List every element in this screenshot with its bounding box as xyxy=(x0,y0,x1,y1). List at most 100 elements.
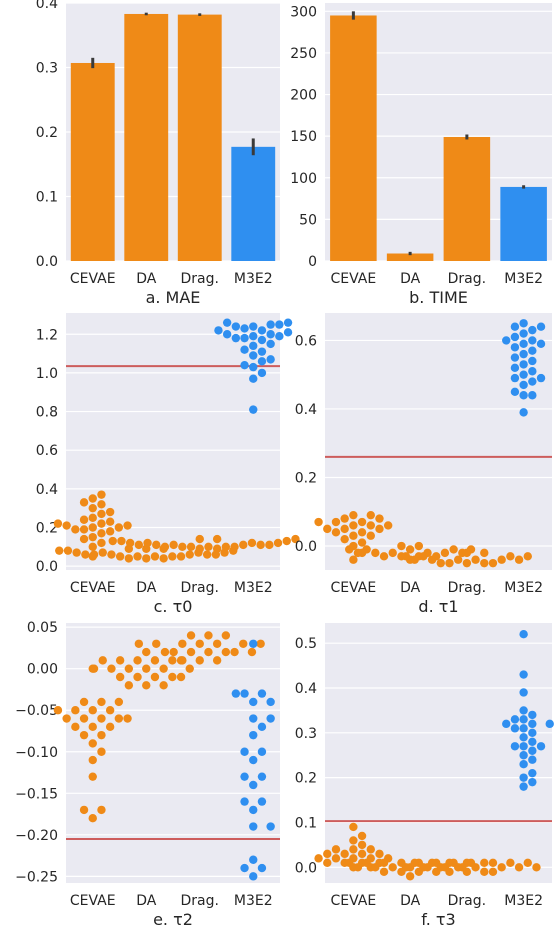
y-tick-label: 200 xyxy=(290,88,317,104)
data-point xyxy=(257,368,267,378)
data-point xyxy=(519,742,528,751)
data-point xyxy=(388,863,397,872)
data-point xyxy=(142,554,151,563)
data-point xyxy=(331,845,341,854)
data-point xyxy=(340,849,349,859)
data-point xyxy=(519,715,528,724)
data-point xyxy=(169,540,178,550)
data-point xyxy=(462,858,472,868)
data-point xyxy=(405,872,415,881)
data-point xyxy=(528,325,537,335)
data-point xyxy=(160,647,170,657)
y-tick-label: 0.2 xyxy=(295,771,317,787)
data-point xyxy=(523,552,532,561)
panel-5: 0.0 0.1 0.2 0.3 0.4 0.5 CEVAE DA Drag. M3E2 f. τ3 xyxy=(295,623,554,929)
data-point xyxy=(510,353,520,362)
data-point xyxy=(222,318,232,327)
data-point xyxy=(168,672,177,682)
y-tick-label: 0.4 xyxy=(36,0,58,12)
data-point xyxy=(528,728,537,738)
data-point xyxy=(397,541,406,551)
data-point xyxy=(97,805,106,815)
data-point xyxy=(249,362,258,372)
data-point xyxy=(514,863,524,872)
x-tick-label: Drag. xyxy=(448,271,486,287)
data-point xyxy=(185,664,194,673)
data-point xyxy=(510,363,520,373)
data-point xyxy=(528,391,537,400)
data-point xyxy=(266,330,275,339)
data-point xyxy=(159,554,168,563)
data-point xyxy=(81,550,90,559)
data-point xyxy=(159,664,168,673)
data-point xyxy=(134,540,144,550)
data-point xyxy=(114,523,124,532)
y-tick-label: 0.6 xyxy=(295,333,317,349)
data-point xyxy=(195,639,204,648)
data-point xyxy=(88,739,97,748)
data-point xyxy=(231,333,241,343)
data-point xyxy=(519,360,528,369)
data-point xyxy=(257,689,267,698)
data-point xyxy=(231,689,241,698)
data-point xyxy=(449,545,458,554)
data-point xyxy=(150,672,160,682)
x-tick-label: DA xyxy=(136,580,157,596)
data-point xyxy=(436,558,445,568)
data-point xyxy=(357,840,367,850)
data-point xyxy=(519,408,528,417)
bar xyxy=(386,253,434,261)
data-point xyxy=(240,345,249,354)
data-point xyxy=(266,822,275,831)
y-tick-label: 0.5 xyxy=(295,636,317,652)
y-tick-label: 150 xyxy=(290,129,317,145)
data-point xyxy=(221,542,231,552)
data-point xyxy=(323,849,332,859)
data-point xyxy=(510,715,520,724)
data-point xyxy=(519,733,528,742)
data-point xyxy=(266,697,275,707)
data-point xyxy=(79,525,89,534)
x-tick-label: DA xyxy=(136,271,157,287)
data-point xyxy=(72,548,81,557)
data-point xyxy=(519,724,528,733)
y-tick-label: 50 xyxy=(299,212,317,228)
data-point xyxy=(427,858,437,868)
data-point xyxy=(89,664,99,673)
data-point xyxy=(440,548,450,558)
bar xyxy=(443,136,491,261)
data-point xyxy=(519,349,528,359)
data-point xyxy=(357,849,367,859)
data-point xyxy=(519,380,528,390)
bar xyxy=(500,186,547,261)
data-point xyxy=(249,331,258,341)
data-point xyxy=(488,858,498,868)
y-tick-label: 0.4 xyxy=(295,681,317,697)
data-point xyxy=(186,647,196,657)
data-point xyxy=(257,747,267,756)
data-point xyxy=(230,542,239,552)
x-tick-label: CEVAE xyxy=(70,580,116,596)
data-point xyxy=(249,322,258,331)
data-point xyxy=(257,797,267,806)
data-point xyxy=(519,339,528,349)
data-point xyxy=(134,639,144,648)
panel-1: 0 50 100 150 200 250 300 CEVAE DA Drag. M3E2 b. TIM… xyxy=(290,3,552,307)
data-point xyxy=(249,697,258,707)
data-point xyxy=(371,548,380,558)
x-tick-label: DA xyxy=(400,271,421,287)
data-point xyxy=(362,545,371,554)
x-tick-label: M3E2 xyxy=(504,580,543,596)
data-point xyxy=(314,854,323,863)
y-tick-label: 0.05 xyxy=(27,620,58,636)
data-point xyxy=(88,523,97,532)
data-point xyxy=(275,320,284,329)
data-point xyxy=(105,527,115,536)
data-point xyxy=(528,356,537,366)
data-point xyxy=(497,555,506,564)
data-point xyxy=(257,357,267,366)
data-point xyxy=(519,329,528,338)
data-point xyxy=(471,863,480,872)
data-point xyxy=(178,656,187,665)
data-point xyxy=(124,681,134,690)
